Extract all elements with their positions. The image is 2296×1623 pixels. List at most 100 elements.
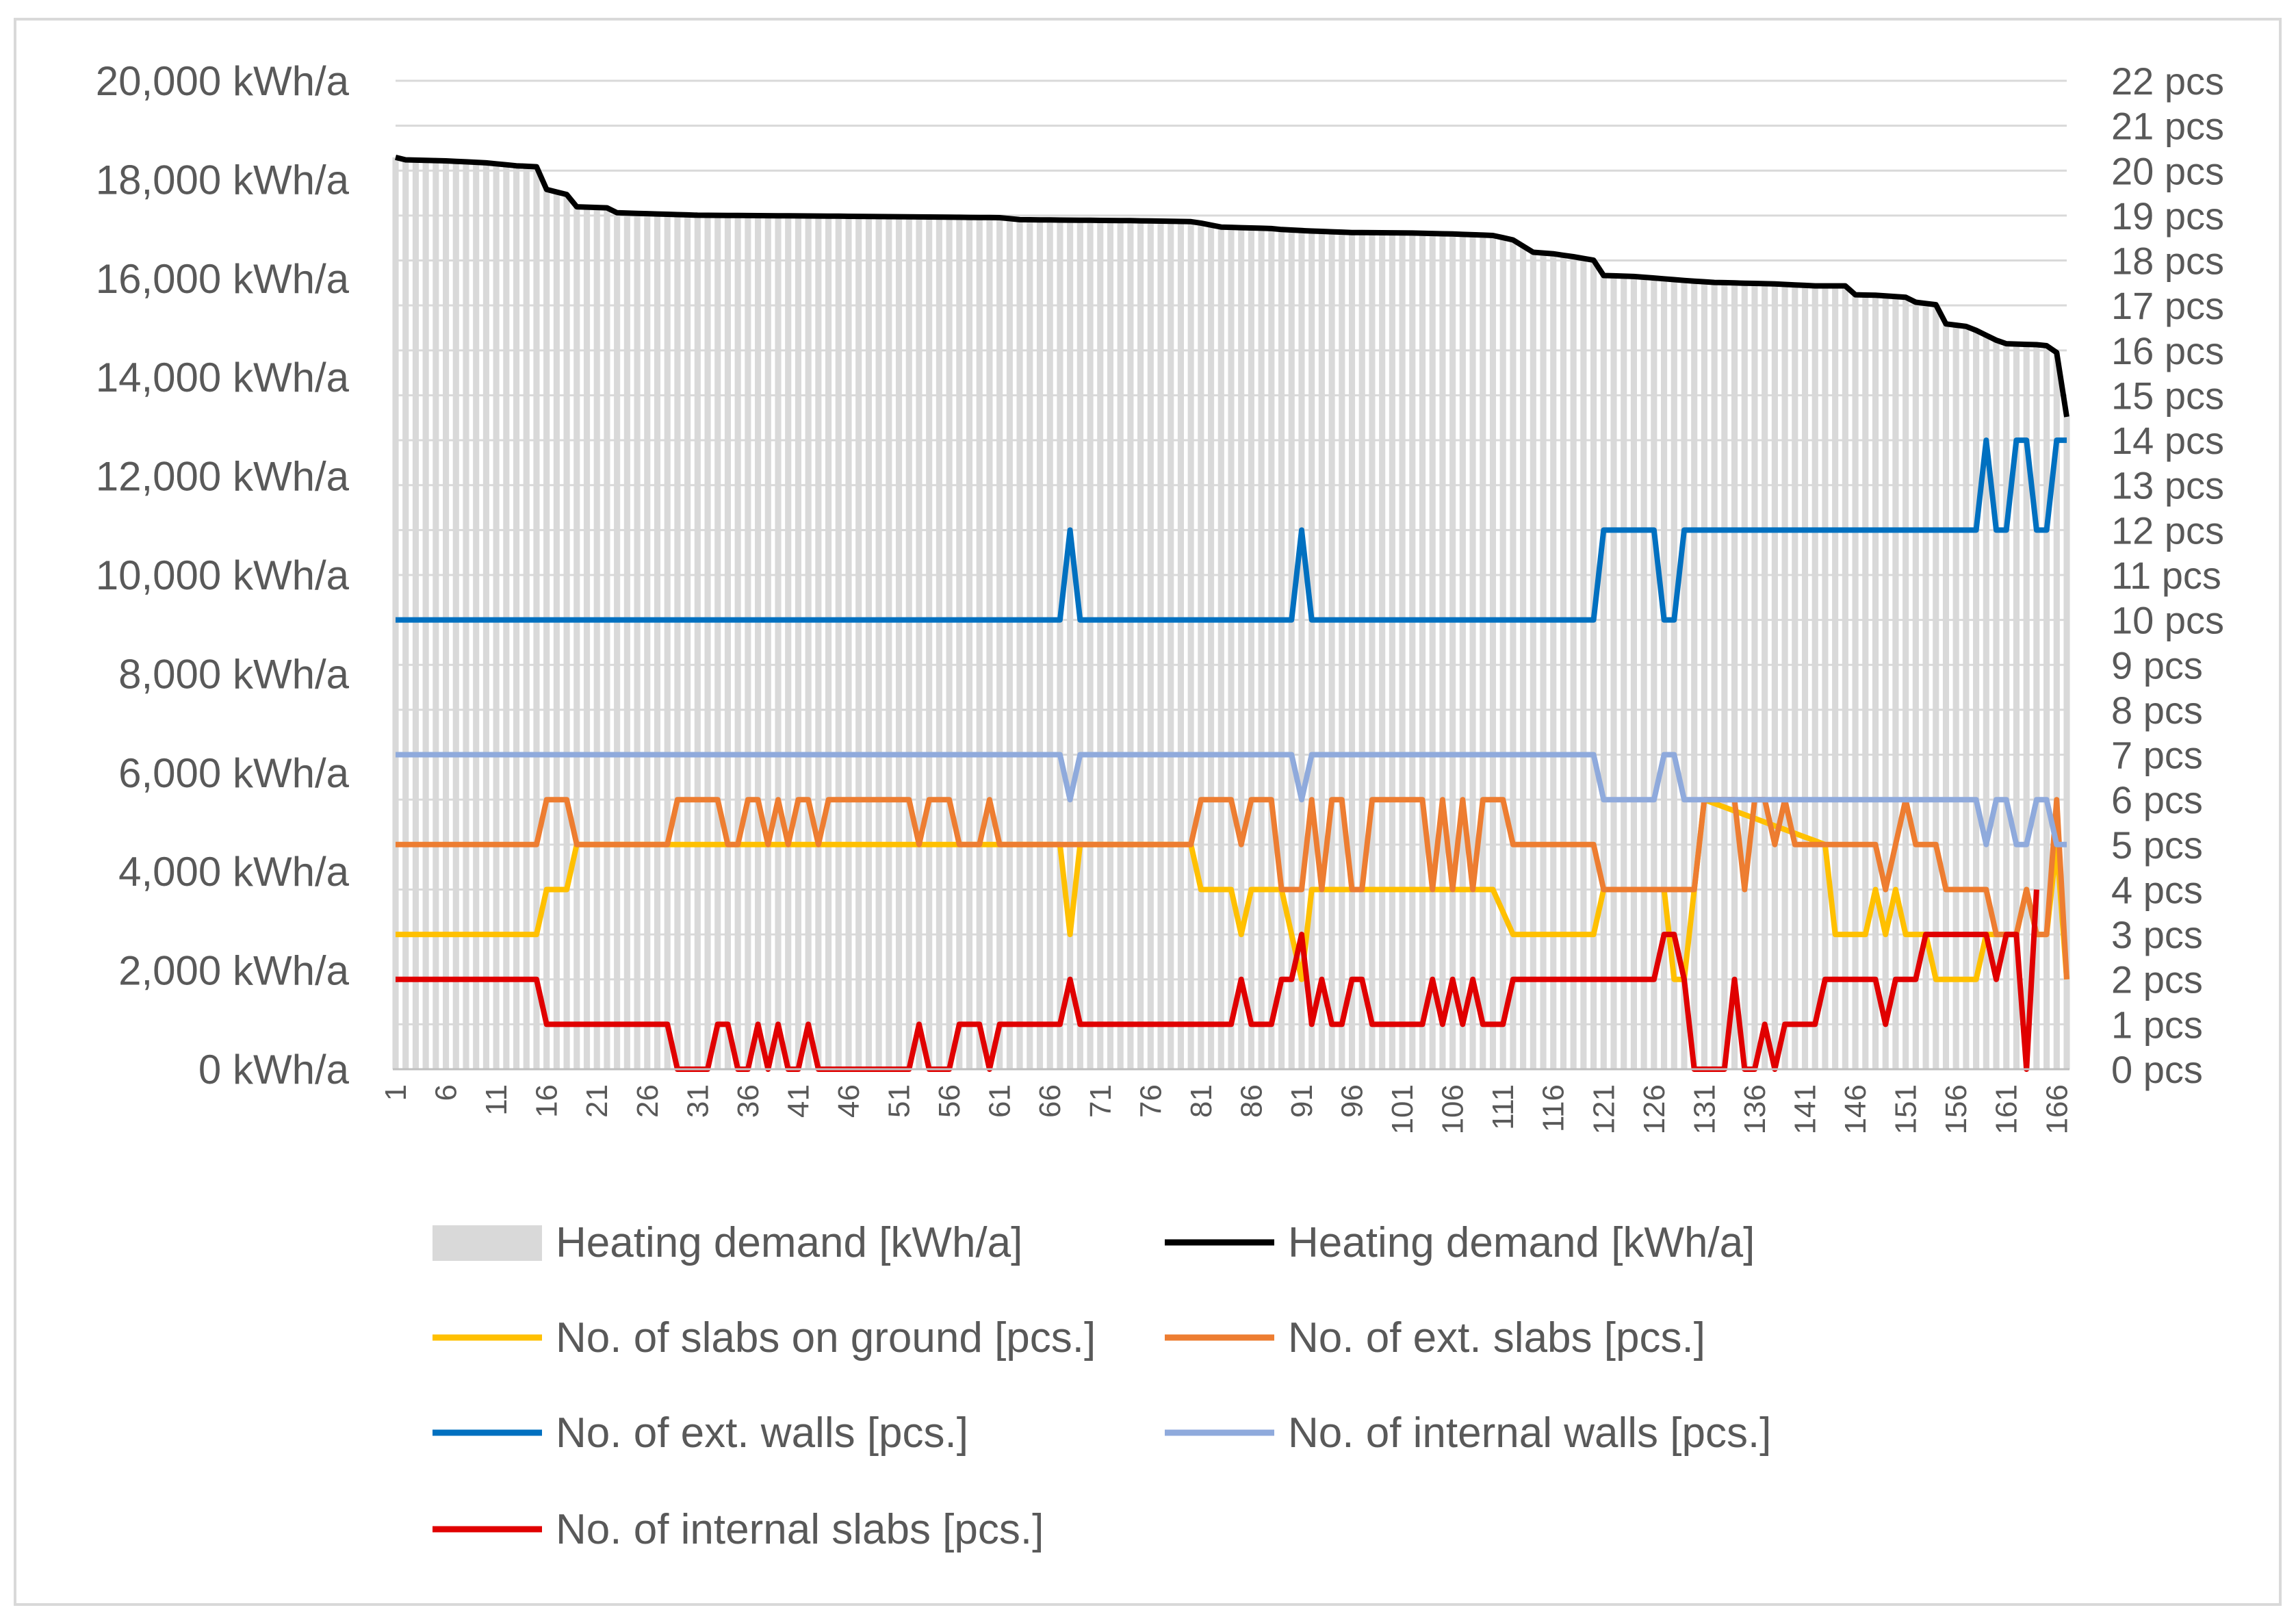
heating-demand-bar	[654, 214, 661, 1070]
heating-demand-bar	[503, 164, 510, 1070]
heating-demand-bar	[926, 217, 933, 1069]
heating-demand-bar	[1057, 220, 1063, 1069]
heating-demand-bar	[1389, 233, 1395, 1069]
heating-demand-bar	[1298, 230, 1305, 1069]
x-tick-label: 166	[2040, 1084, 2074, 1134]
heating-demand-bar	[1097, 220, 1104, 1070]
heating-demand-bar	[1288, 230, 1295, 1070]
heating-demand-bar	[875, 216, 882, 1070]
heating-demand-bar	[2043, 345, 2050, 1070]
x-axis: 1 6 11 16 21 26 31 36 41 46 51 56 61 66 71 76 81 86 91 96 10…	[379, 1068, 2074, 1134]
heating-demand-bar	[1580, 258, 1587, 1070]
heating-demand-bar	[1731, 283, 1738, 1070]
heating-demand-bar	[1248, 228, 1254, 1069]
heating-demand-bar	[734, 215, 741, 1069]
heating-demand-bar	[1892, 296, 1899, 1070]
y-right-tick-label: 9 pcs	[2111, 643, 2203, 687]
heating-demand-bar	[1510, 240, 1517, 1069]
heating-demand-line	[395, 155, 2069, 418]
heating-demand-bar	[1328, 231, 1335, 1069]
heating-demand-bar	[1076, 220, 1083, 1069]
heating-demand-bar	[1208, 225, 1215, 1070]
heating-demand-bar	[2063, 416, 2070, 1069]
heating-demand-bar	[1036, 220, 1044, 1070]
heating-demand-bar	[1912, 302, 1919, 1069]
heating-demand-bar	[1439, 233, 1446, 1070]
heating-demand-bar	[966, 217, 973, 1069]
x-tick-label: 56	[933, 1084, 966, 1118]
heating-demand-bar	[1520, 246, 1527, 1069]
internal-slabs-line	[396, 889, 2039, 1072]
heating-demand-bar	[886, 216, 892, 1069]
y-right-tick-label: 18 pcs	[2111, 240, 2224, 283]
heating-demand-bar	[1278, 229, 1285, 1069]
heating-demand-bar	[815, 216, 822, 1069]
x-tick-label: 136	[1738, 1084, 1772, 1134]
heating-demand-bar	[1600, 275, 1607, 1069]
heating-demand-bar	[1046, 220, 1053, 1069]
heating-demand-bar	[392, 157, 399, 1069]
heating-demand-bar	[755, 216, 762, 1069]
heating-demand-bar	[1550, 253, 1557, 1070]
heating-demand-bar	[1499, 238, 1506, 1069]
x-tick-label: 46	[832, 1084, 866, 1118]
y-right-tick-label: 22 pcs	[2111, 60, 2224, 103]
heating-demand-bar	[452, 161, 459, 1069]
x-tick-label: 86	[1235, 1084, 1268, 1118]
heating-demand-bar	[865, 216, 872, 1070]
heating-demand-bar	[916, 216, 923, 1069]
ext-walls-line	[396, 437, 2067, 623]
y-right-tick-label: 3 pcs	[2111, 913, 2203, 956]
heating-demand-bar	[1217, 227, 1224, 1069]
heating-demand-bar	[1640, 277, 1647, 1069]
heating-demand-bar	[1952, 325, 1959, 1069]
legend-label-slabs-on-ground: No. of slabs on ground [pcs.]	[556, 1314, 1096, 1362]
heating-demand-bar	[1268, 228, 1275, 1070]
heating-demand-bar	[1983, 335, 1989, 1070]
y-left-tick-label: 2,000 kWh/a	[118, 948, 349, 994]
heating-demand-bar	[1318, 231, 1325, 1069]
x-tick-label: 126	[1638, 1084, 1671, 1134]
x-tick-label: 156	[1939, 1084, 1973, 1134]
x-tick-label: 121	[1587, 1084, 1621, 1134]
heating-demand-bar	[664, 214, 671, 1069]
y-left-tick-label: 8,000 kWh/a	[118, 651, 349, 697]
heating-demand-bar	[2053, 353, 2060, 1069]
x-tick-label: 51	[883, 1084, 916, 1118]
y-right-tick-label: 5 pcs	[2111, 823, 2203, 867]
heating-demand-bar	[614, 212, 621, 1070]
heating-demand-bar	[956, 217, 963, 1070]
y-right-tick-label: 4 pcs	[2111, 868, 2203, 911]
x-tick-label: 101	[1386, 1084, 1419, 1134]
y-left-tick-label: 20,000 kWh/a	[96, 58, 350, 104]
heating-demand-bar	[895, 216, 903, 1070]
heating-demand-bar	[1711, 282, 1718, 1070]
heating-demand-bar	[2013, 344, 2020, 1069]
heating-demand-bar	[1027, 220, 1033, 1070]
heating-demand-bar	[1369, 232, 1376, 1069]
heating-demand-bar	[2033, 344, 2040, 1070]
heating-demand-bar	[463, 162, 469, 1070]
x-tick-label: 91	[1285, 1084, 1319, 1118]
heating-demand-bar	[1399, 233, 1406, 1070]
heating-demand-bar	[1409, 233, 1416, 1070]
heating-demand-bar	[482, 162, 489, 1069]
heating-demand-bar	[785, 216, 792, 1070]
y-right-tick-label: 21 pcs	[2111, 105, 2224, 148]
x-tick-label: 6	[430, 1084, 463, 1101]
y-right-tick-label: 13 pcs	[2111, 464, 2224, 507]
heating-demand-bar	[433, 160, 439, 1069]
heating-demand-bar	[1177, 221, 1185, 1070]
y-left-tick-label: 14,000 kWh/a	[96, 355, 350, 400]
y-right-tick-label: 10 pcs	[2111, 599, 2224, 642]
heating-demand-bar	[1630, 276, 1637, 1069]
y-left-tick-label: 10,000 kWh/a	[96, 552, 350, 598]
x-tick-label: 31	[681, 1084, 714, 1118]
heating-demand-bar	[1348, 232, 1356, 1069]
y-right-tick-label: 1 pcs	[2111, 1003, 2203, 1046]
slabs-on-ground-line	[396, 797, 2069, 982]
y-axis-left: 0 kWh/a 2,000 kWh/a 4,000 kWh/a 6,000 kWh/a…	[96, 58, 350, 1092]
heating-demand-bar	[946, 217, 953, 1070]
heating-demand-bar	[644, 214, 651, 1070]
